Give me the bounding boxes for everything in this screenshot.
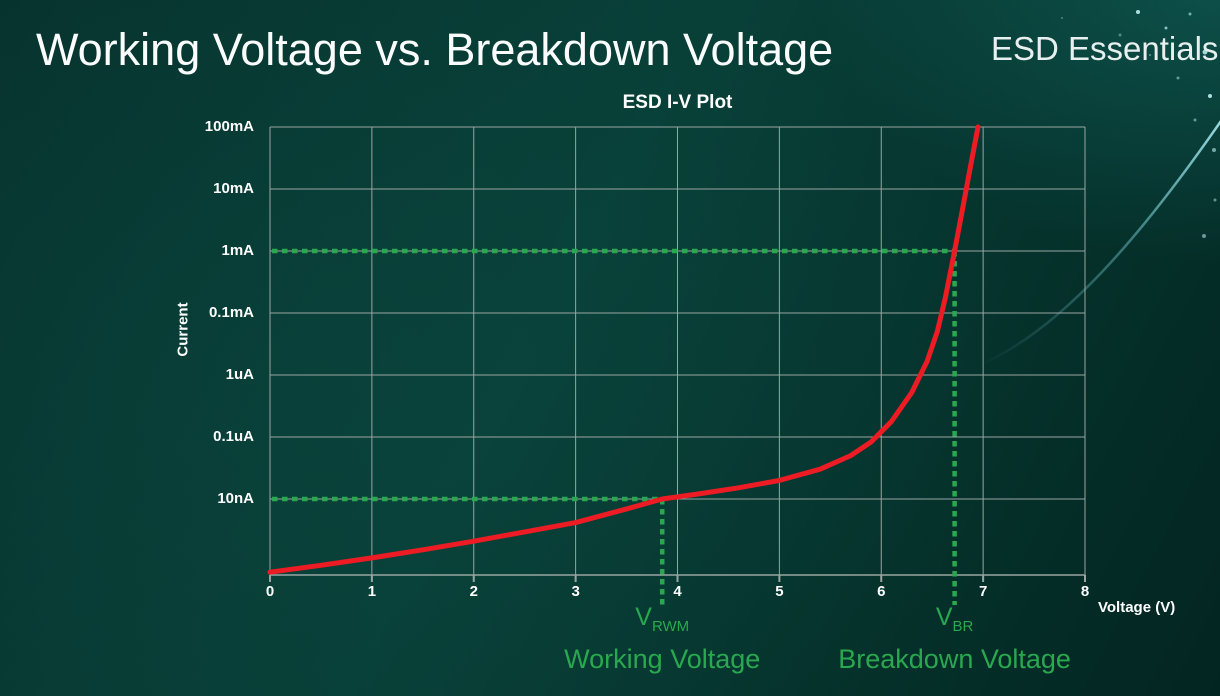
y-tick-label: 0.1mA bbox=[208, 304, 254, 321]
x-tick-label: 8 bbox=[1080, 583, 1090, 600]
x-tick-label: 1 bbox=[367, 583, 377, 600]
y-tick-label: 1uA bbox=[225, 366, 254, 383]
breakdown-voltage-annotation: VBR Breakdown Voltage bbox=[838, 604, 1071, 674]
working-voltage-annotation: VRWM Working Voltage bbox=[564, 604, 760, 674]
particle-dots bbox=[1061, 10, 1217, 238]
x-axis-title: Voltage (V) bbox=[1098, 599, 1176, 616]
decorative-curve bbox=[979, 120, 1220, 367]
y-tick-label: 0.1uA bbox=[213, 428, 254, 445]
y-tick-label: 1mA bbox=[221, 242, 254, 259]
x-tick-label: 3 bbox=[571, 583, 580, 600]
chart-title: ESD I-V Plot bbox=[622, 92, 733, 113]
x-tick-label: 0 bbox=[265, 583, 275, 600]
x-axis-tick-labels: 0 1 2 3 4 5 6 7 8 bbox=[266, 583, 1089, 603]
vbr-symbol: VBR bbox=[935, 603, 974, 635]
slide-title: Working Voltage vs. Breakdown Voltage bbox=[36, 24, 834, 75]
vrwm-symbol: VRWM bbox=[635, 603, 690, 635]
x-tick-label: 4 bbox=[673, 583, 682, 600]
y-tick-label: 10nA bbox=[217, 490, 254, 507]
vbr-caption: Breakdown Voltage bbox=[838, 644, 1071, 674]
x-tick-label: 5 bbox=[775, 583, 784, 600]
y-tick-label: 100mA bbox=[204, 118, 254, 135]
vrwm-caption: Working Voltage bbox=[564, 644, 761, 674]
brand-watermark: ESD Essentials bbox=[991, 30, 1219, 67]
iv-plot-canvas bbox=[267, 124, 1086, 605]
y-axis-tick-labels: 100mA 10mA 1mA 0.1mA 1uA 0.1uA 10nA bbox=[0, 118, 262, 575]
x-tick-label: 6 bbox=[877, 583, 886, 600]
x-tick-label: 2 bbox=[469, 583, 478, 600]
x-tick-label: 7 bbox=[978, 583, 988, 600]
iv-plot-area bbox=[267, 124, 1086, 605]
y-tick-label: 10mA bbox=[213, 180, 254, 197]
